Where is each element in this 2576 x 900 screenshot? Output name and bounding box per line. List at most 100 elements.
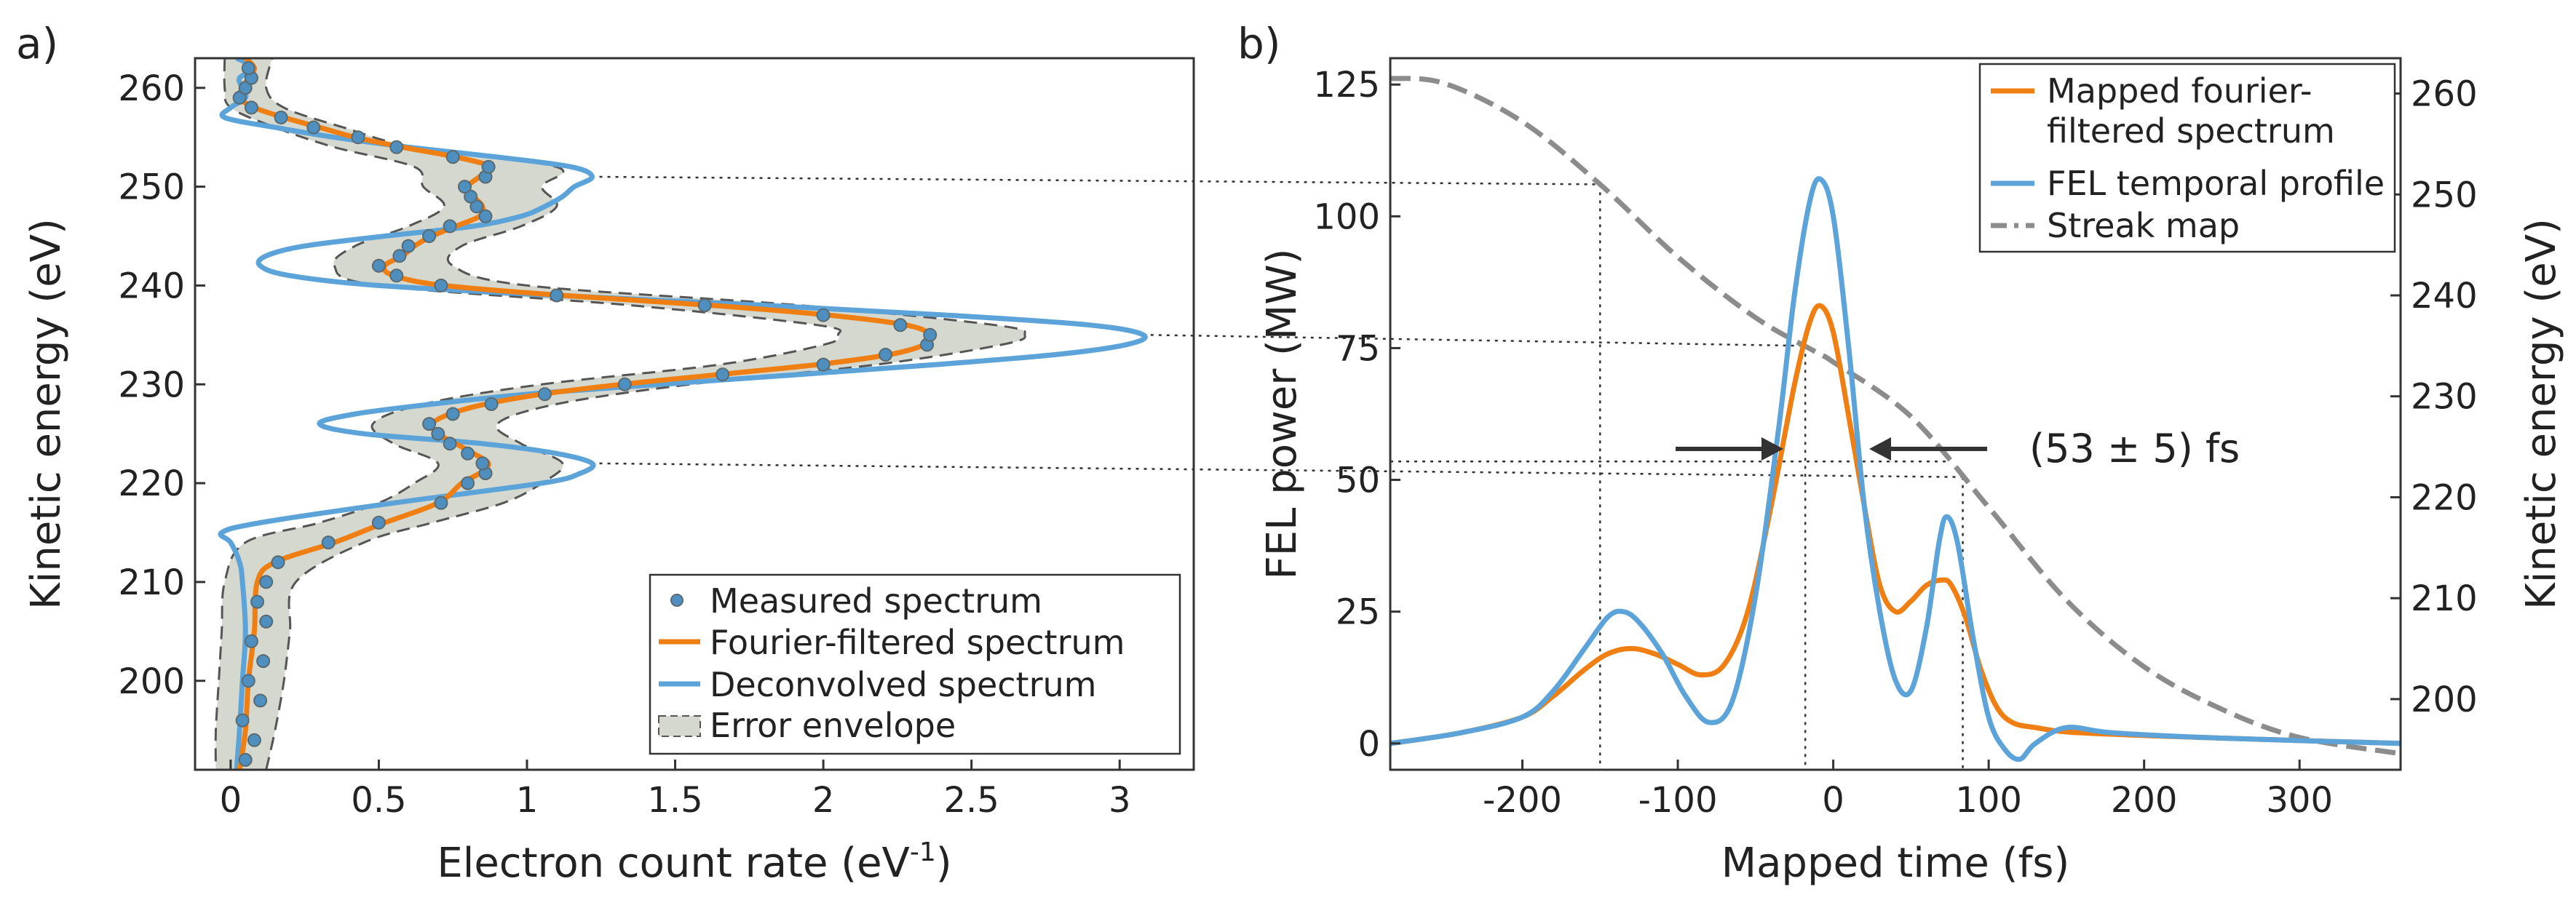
measured-point [478,209,493,223]
panel-a-legend-box [649,573,1181,755]
measured-point [434,495,448,510]
fwhm-annotation: (53 ± 5) fs [1676,426,2240,471]
panel-a-ytick-label: 230 [118,365,185,405]
error-envelope-lower-edge [214,58,842,770]
panel-a-xtick-label: 3 [1109,780,1131,821]
measured-point [893,318,908,332]
panel-b-ytick-label: 25 [1336,592,1380,633]
measured-point [816,308,831,322]
measured-point [238,752,253,767]
measured-point [389,268,404,283]
panel-b: b) -200 -100 0 100 200 300 0 25 50 75 100 125 200 210… [599,19,2565,887]
fwhm-annotation-text: (53 ± 5) fs [2029,426,2240,471]
legend-mapped-label-2: filtered spectrum [2047,111,2335,151]
measured-point [274,111,288,124]
panel-b-legend-box [1978,63,2396,253]
measured-point [392,249,407,263]
mapping-guide-line [599,462,1963,478]
measured-point [434,278,448,292]
measured-point [550,288,564,303]
measured-point [250,594,264,609]
measured-point [816,357,831,372]
measured-point [422,229,437,243]
panel-b-y2tick-label: 260 [2411,74,2478,115]
measured-point [241,61,255,76]
panel-b-legend: Mapped fourier- filtered spectrum FEL te… [1978,63,2396,253]
legend-deconvolved-label: Deconvolved spectrum [710,665,1096,704]
measured-point [475,456,490,471]
panel-b-y2tick-label: 220 [2411,477,2478,518]
measured-point [617,377,632,391]
measured-point [443,219,457,234]
measured-point [469,199,484,214]
measured-point [321,535,336,550]
measured-point [256,654,271,669]
panel-a-axes: 0 0.5 1 1.5 2 2.5 3 200 210 220 230 240 250 260 [118,57,1195,821]
legend-streak-label: Streak map [2047,206,2240,245]
panel-a: a) 0 0.5 1 1.5 2 2.5 3 200 210 220 230 240 250 260 El… [16,19,1195,887]
fel-temporal-profile-line [1390,176,2401,762]
panel-a-ytick-label: 200 [118,661,185,702]
measured-point [445,150,460,164]
panel-a-xlabel-main: Electron count rate (eV [437,840,909,887]
measured-point [431,426,445,441]
measured-point [537,387,552,402]
panel-b-ylabel: FEL power (MW) [1259,249,1306,580]
panel-b-xtick-label: 100 [1955,780,2022,821]
measured-point [241,674,255,688]
panel-a-label: a) [16,19,58,68]
panel-a-xtick-label: 1.5 [647,780,702,821]
measured-point [461,476,475,490]
measured-point [422,417,437,431]
legend-mapped-label-1: Mapped fourier- [2047,71,2312,111]
panel-b-series-layer [1390,76,2401,762]
legend-envelope-label: Error envelope [710,706,956,745]
measured-point [271,555,285,570]
panel-a-ytick-label: 220 [118,463,185,504]
panel-b-ytick-label: 50 [1336,461,1380,501]
panel-b-frame [1389,57,2402,771]
measured-point [238,81,253,95]
legend-measured-marker [670,594,683,607]
panel-a-legend: Measured spectrum Fourier-filtered spect… [649,573,1181,755]
legend-measured-label: Measured spectrum [710,581,1042,621]
panel-a-ytick-label: 240 [118,266,185,306]
panel-a-ytick-label: 210 [118,562,185,603]
panel-a-ytick-label: 260 [118,68,185,109]
panel-b-xtick-label: 200 [2111,780,2178,821]
legend-envelope-swatch [658,715,701,737]
panel-b-ytick-label: 0 [1358,724,1380,765]
error-envelope-fill [215,58,1026,770]
measured-point [371,258,386,273]
measured-point [244,100,258,115]
panel-b-y2tick-label: 230 [2411,377,2478,418]
measured-point [445,407,460,421]
fourier-filtered-spectrum-line [236,58,934,770]
panel-b-xtick-label: 0 [1822,780,1844,821]
measured-point [716,367,730,382]
panel-a-xlabel-sup: -1 [910,837,936,867]
panel-b-y2tick-label: 240 [2411,276,2478,316]
measured-point [401,239,416,253]
panel-a-xtick-label: 0 [220,780,242,821]
measured-point [443,437,457,451]
measured-point [923,327,938,342]
panel-a-xlabel-end: ) [936,840,952,887]
measured-point [461,446,475,461]
measured-point [389,140,404,154]
panel-b-ytick-label: 100 [1313,196,1380,237]
legend-fourier-label: Fourier-filtered spectrum [710,623,1125,662]
measured-point [697,298,712,313]
panel-b-xlabel: Mapped time (fs) [1721,840,2069,887]
panel-b-ytick-label: 75 [1336,328,1380,369]
panel-a-xtick-label: 2 [812,780,835,821]
measured-point [879,348,893,362]
panel-b-ytick-label: 125 [1313,65,1380,105]
measured-point [481,159,496,174]
measured-point [371,515,386,530]
panel-b-xtick-label: -200 [1483,780,1562,821]
panel-b-y2label: Kinetic energy (eV) [2518,218,2565,610]
panel-a-series-layer [218,58,1148,770]
panel-a-ytick-label: 250 [118,167,185,208]
panel-b-xtick-label: -100 [1638,780,1718,821]
